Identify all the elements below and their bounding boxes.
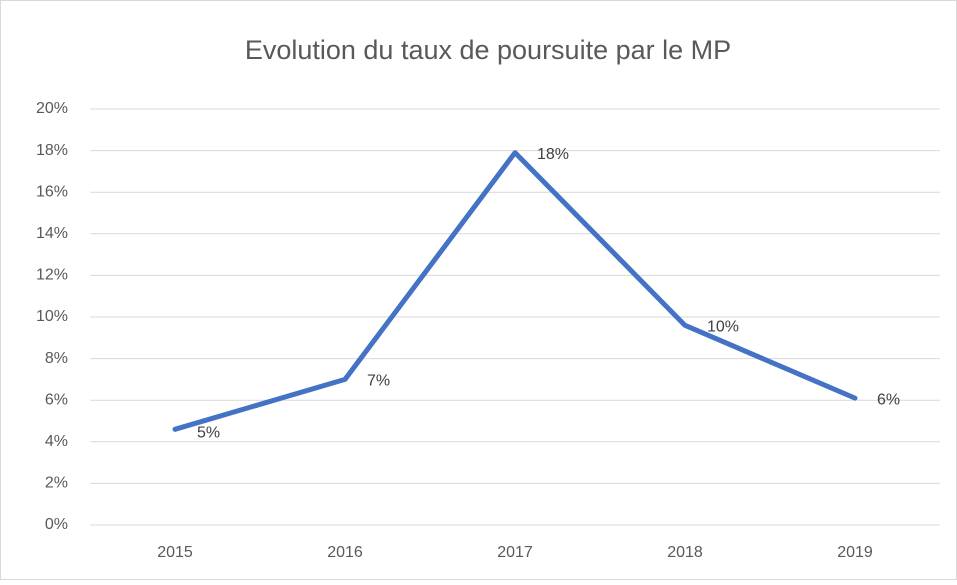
y-tick-label: 12% — [36, 267, 68, 284]
x-tick-label: 2016 — [327, 544, 363, 561]
x-tick-label: 2017 — [497, 544, 533, 561]
data-label: 6% — [877, 391, 900, 408]
y-tick-label: 2% — [45, 475, 68, 492]
chart-title: Evolution du taux de poursuite par le MP — [245, 35, 731, 65]
y-tick-label: 4% — [45, 433, 68, 450]
y-tick-label: 6% — [45, 391, 68, 408]
y-tick-label: 8% — [45, 350, 68, 367]
data-label: 5% — [197, 425, 220, 442]
x-tick-label: 2019 — [837, 544, 873, 561]
x-tick-label: 2018 — [667, 544, 703, 561]
y-tick-label: 0% — [45, 516, 68, 533]
y-tick-label: 14% — [36, 225, 68, 242]
y-tick-label: 16% — [36, 183, 68, 200]
data-label: 18% — [537, 146, 569, 163]
x-tick-label: 2015 — [157, 544, 193, 561]
data-label: 10% — [707, 319, 739, 336]
line — [172, 150, 858, 432]
y-tick-label: 18% — [36, 142, 68, 159]
data-label: 7% — [367, 373, 390, 390]
y-tick-label: 10% — [36, 308, 68, 325]
y-tick-label: 20% — [36, 100, 68, 117]
